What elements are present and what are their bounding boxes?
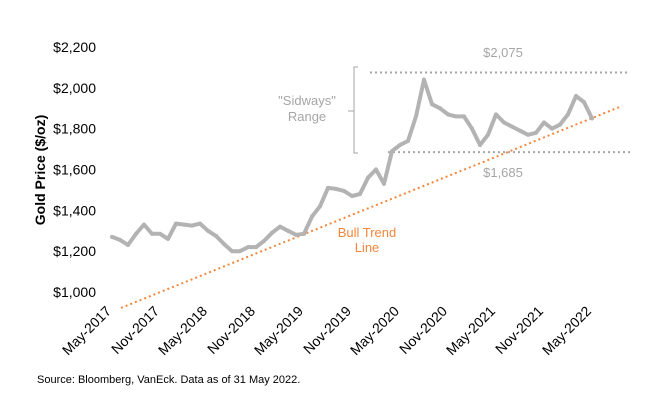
data-point bbox=[150, 231, 154, 236]
range-bottom-label: $1,685 bbox=[483, 165, 523, 180]
data-point bbox=[190, 223, 194, 228]
data-point bbox=[142, 222, 146, 227]
data-point bbox=[222, 242, 226, 247]
y-tick-label: $2,200 bbox=[53, 39, 96, 55]
data-point bbox=[278, 224, 282, 229]
data-point bbox=[542, 120, 546, 125]
data-point bbox=[214, 233, 218, 238]
x-tick-label: Nov-2019 bbox=[300, 303, 354, 357]
x-tick-label: May-2019 bbox=[251, 303, 306, 358]
data-point bbox=[238, 249, 242, 254]
range-label-line1: "Sidways" bbox=[278, 93, 336, 108]
data-point bbox=[406, 138, 410, 143]
data-point bbox=[478, 143, 482, 147]
data-point bbox=[302, 231, 306, 236]
data-point bbox=[118, 237, 122, 242]
data-point bbox=[374, 167, 378, 172]
source-note: Source: Bloomberg, VanEck. Data as of 31… bbox=[37, 374, 301, 386]
y-tick-label: $1,800 bbox=[53, 121, 96, 137]
data-point bbox=[206, 228, 210, 233]
data-point bbox=[246, 245, 250, 250]
data-point bbox=[422, 77, 426, 82]
data-point bbox=[438, 106, 442, 111]
data-point bbox=[558, 122, 562, 127]
data-point bbox=[294, 232, 298, 237]
range-top-label: $2,075 bbox=[483, 45, 523, 60]
data-point bbox=[526, 132, 530, 137]
data-point bbox=[430, 102, 434, 107]
data-point bbox=[510, 124, 514, 129]
data-point bbox=[550, 126, 554, 131]
data-point bbox=[462, 114, 466, 119]
data-point bbox=[446, 112, 450, 117]
data-point bbox=[334, 186, 338, 191]
data-point bbox=[230, 249, 234, 254]
data-point bbox=[494, 112, 498, 117]
data-point bbox=[534, 130, 538, 135]
y-tick-label: $1,400 bbox=[53, 202, 96, 218]
x-tick-label: May-2021 bbox=[443, 303, 498, 358]
data-point bbox=[182, 222, 186, 227]
data-point bbox=[110, 234, 114, 239]
y-tick-label: $1,200 bbox=[53, 243, 96, 259]
data-point bbox=[254, 245, 258, 250]
data-point bbox=[126, 243, 130, 248]
data-point bbox=[270, 230, 274, 235]
bull-trend-line bbox=[120, 105, 623, 309]
data-point bbox=[318, 204, 322, 209]
range-bracket bbox=[348, 66, 358, 154]
data-point bbox=[358, 192, 362, 196]
x-axis-ticks: May-2017Nov-2017May-2018Nov-2018May-2019… bbox=[59, 303, 594, 358]
data-point bbox=[382, 181, 386, 186]
data-point bbox=[262, 238, 266, 243]
data-point bbox=[454, 114, 458, 119]
y-tick-label: $1,600 bbox=[53, 162, 96, 178]
x-tick-label: May-2020 bbox=[347, 303, 402, 358]
data-point bbox=[158, 231, 162, 236]
data-point bbox=[198, 221, 202, 226]
data-point bbox=[166, 236, 170, 241]
data-point bbox=[366, 175, 370, 180]
data-point bbox=[286, 228, 290, 233]
x-tick-label: Nov-2017 bbox=[108, 303, 162, 357]
x-tick-label: May-2022 bbox=[539, 303, 594, 358]
data-point bbox=[342, 188, 346, 193]
data-point bbox=[518, 128, 522, 133]
x-tick-label: May-2017 bbox=[59, 303, 114, 358]
data-point bbox=[574, 94, 578, 98]
y-tick-label: $2,000 bbox=[53, 80, 96, 96]
data-point bbox=[390, 149, 394, 154]
range-label-line2: Range bbox=[288, 109, 326, 124]
data-point bbox=[326, 185, 330, 190]
data-point bbox=[398, 143, 402, 147]
x-tick-label: Nov-2020 bbox=[396, 303, 450, 357]
x-tick-label: Nov-2018 bbox=[204, 303, 258, 357]
data-point bbox=[566, 112, 570, 117]
data-point bbox=[310, 214, 314, 219]
trend-label-line1: Bull Trend bbox=[338, 225, 397, 240]
data-point bbox=[350, 194, 354, 199]
data-point bbox=[582, 100, 586, 105]
y-axis-label: Gold Price ($/oz) bbox=[32, 115, 48, 225]
data-point bbox=[134, 231, 138, 236]
data-point bbox=[470, 126, 474, 131]
y-tick-label: $1,000 bbox=[53, 284, 96, 300]
annotations: $2,075 $1,685 "Sidways" Range Bull Trend… bbox=[120, 45, 630, 309]
data-point bbox=[502, 120, 506, 125]
x-tick-label: May-2018 bbox=[155, 303, 210, 358]
data-point bbox=[590, 116, 594, 121]
x-tick-label: Nov-2021 bbox=[492, 303, 546, 357]
y-axis-ticks: $1,000 $1,200 $1,400 $1,600 $1,800 $2,000 $2,2… bbox=[53, 39, 96, 300]
data-point bbox=[174, 221, 178, 226]
trend-label-line2: Line bbox=[355, 240, 380, 255]
data-point bbox=[486, 132, 490, 137]
data-point bbox=[414, 114, 418, 119]
